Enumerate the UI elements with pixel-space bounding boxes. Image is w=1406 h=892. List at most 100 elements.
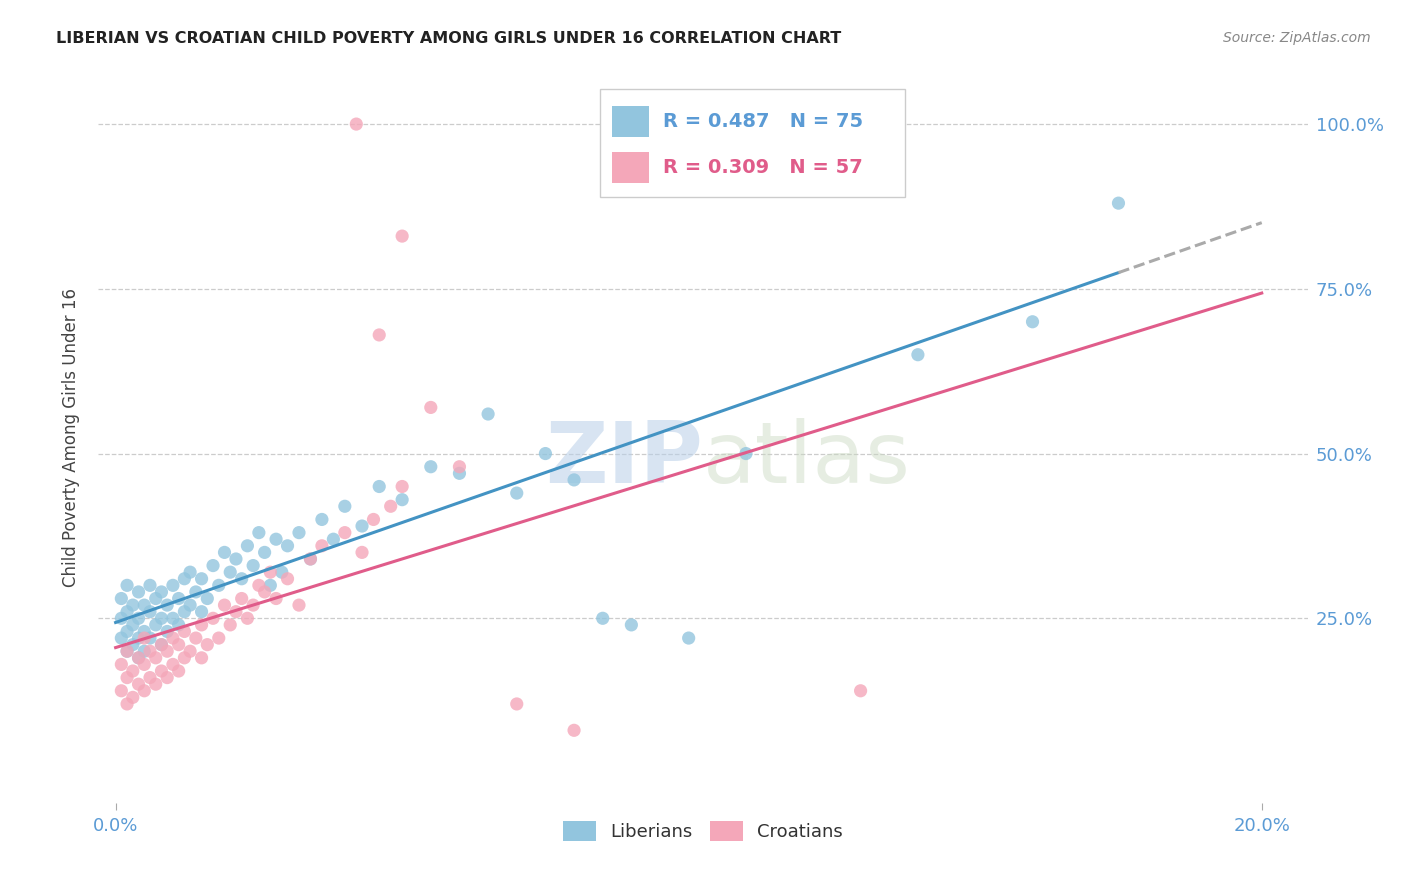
Point xyxy=(562,473,585,487)
Point xyxy=(231,591,253,606)
Point xyxy=(139,644,162,658)
Point xyxy=(145,677,167,691)
Point xyxy=(419,401,441,415)
Point xyxy=(190,605,212,619)
Point xyxy=(477,407,499,421)
Point xyxy=(173,605,195,619)
Point xyxy=(110,657,132,672)
Point xyxy=(247,525,270,540)
Point xyxy=(145,618,167,632)
Point xyxy=(184,631,207,645)
Point xyxy=(225,605,247,619)
Text: atlas: atlas xyxy=(703,417,911,500)
Point xyxy=(236,539,259,553)
Point xyxy=(156,598,179,612)
Point xyxy=(134,657,156,672)
Point xyxy=(162,657,184,672)
Point xyxy=(128,611,150,625)
Text: ZIP: ZIP xyxy=(546,417,703,500)
Point xyxy=(150,638,173,652)
Point xyxy=(299,552,322,566)
Point xyxy=(110,591,132,606)
Point xyxy=(121,690,143,705)
Point xyxy=(259,578,281,592)
Point xyxy=(121,638,143,652)
Point xyxy=(115,644,138,658)
Point xyxy=(214,545,236,559)
Point xyxy=(179,598,201,612)
Point xyxy=(219,565,242,579)
Point xyxy=(678,631,700,645)
Point xyxy=(121,664,143,678)
Point xyxy=(792,117,814,131)
Point xyxy=(139,578,162,592)
Point xyxy=(350,519,373,533)
Point xyxy=(115,671,138,685)
Y-axis label: Child Poverty Among Girls Under 16: Child Poverty Among Girls Under 16 xyxy=(62,287,80,587)
Text: LIBERIAN VS CROATIAN CHILD POVERTY AMONG GIRLS UNDER 16 CORRELATION CHART: LIBERIAN VS CROATIAN CHILD POVERTY AMONG… xyxy=(56,31,841,46)
Point xyxy=(333,500,356,514)
FancyBboxPatch shape xyxy=(600,89,905,197)
Point xyxy=(134,644,156,658)
Point xyxy=(128,650,150,665)
Point xyxy=(735,446,758,460)
Point xyxy=(270,565,292,579)
Point xyxy=(190,650,212,665)
Point xyxy=(277,572,299,586)
Point xyxy=(208,578,231,592)
Point xyxy=(363,512,385,526)
Point xyxy=(134,624,156,639)
Point xyxy=(110,683,132,698)
Point xyxy=(110,631,132,645)
Point xyxy=(167,664,190,678)
Point xyxy=(150,611,173,625)
Point xyxy=(139,671,162,685)
Point xyxy=(184,585,207,599)
Point xyxy=(115,605,138,619)
Point xyxy=(150,585,173,599)
Point xyxy=(236,611,259,625)
Point xyxy=(115,624,138,639)
Point xyxy=(344,117,367,131)
Point xyxy=(128,631,150,645)
Point xyxy=(264,591,287,606)
Point xyxy=(449,459,471,474)
Text: R = 0.487   N = 75: R = 0.487 N = 75 xyxy=(664,112,863,131)
Point xyxy=(134,598,156,612)
Point xyxy=(534,446,557,460)
Point xyxy=(162,631,184,645)
Point xyxy=(311,512,333,526)
Point xyxy=(231,572,253,586)
Point xyxy=(145,591,167,606)
Point xyxy=(391,479,413,493)
Point xyxy=(1021,315,1043,329)
Point xyxy=(506,486,529,500)
Point xyxy=(391,229,413,244)
Point xyxy=(115,644,138,658)
Point xyxy=(121,618,143,632)
Point xyxy=(242,598,264,612)
Point xyxy=(110,611,132,625)
Point xyxy=(167,591,190,606)
Point xyxy=(449,467,471,481)
Point xyxy=(190,572,212,586)
Point xyxy=(173,624,195,639)
Point xyxy=(214,598,236,612)
Point xyxy=(225,552,247,566)
Point xyxy=(150,638,173,652)
Point xyxy=(208,631,231,645)
Point xyxy=(264,533,287,547)
Point xyxy=(128,585,150,599)
Point xyxy=(156,671,179,685)
Point xyxy=(179,644,201,658)
Point xyxy=(849,683,872,698)
Point xyxy=(1107,196,1129,211)
FancyBboxPatch shape xyxy=(613,152,648,183)
Point xyxy=(156,644,179,658)
Point xyxy=(167,618,190,632)
Point xyxy=(277,539,299,553)
Point xyxy=(139,605,162,619)
Text: Source: ZipAtlas.com: Source: ZipAtlas.com xyxy=(1223,31,1371,45)
Point xyxy=(506,697,529,711)
Point xyxy=(333,525,356,540)
